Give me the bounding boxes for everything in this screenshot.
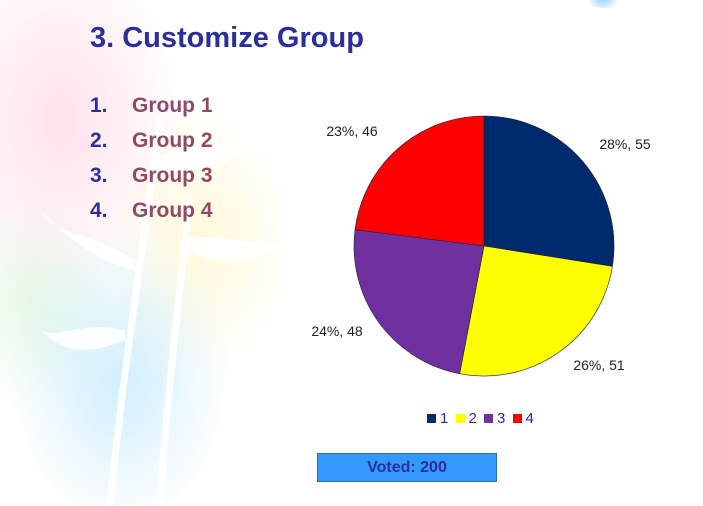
group-number: 3. (90, 164, 108, 187)
legend-label: 4 (525, 410, 534, 427)
group-list-item: 2. Group 2 (90, 126, 213, 161)
group-number: 2. (90, 129, 108, 152)
pie-slice-1 (483, 115, 615, 267)
group-number: 4. (90, 199, 108, 222)
data-label-3: 24%, 48 (311, 323, 363, 339)
group-label: Group 4 (132, 199, 213, 222)
pie-slice-4 (354, 115, 485, 247)
legend-item: 3 (484, 410, 505, 427)
corner-decoration (583, 0, 623, 8)
data-label-1: 28%, 55 (599, 136, 651, 152)
legend-swatch (455, 414, 465, 423)
voted-count-box: Voted: 200 (317, 453, 497, 482)
group-label: Group 2 (132, 129, 213, 152)
legend-item: 2 (455, 410, 477, 427)
legend-swatch (512, 414, 522, 423)
group-label: Group 1 (132, 94, 213, 117)
pie-slice-3 (353, 229, 485, 375)
bamboo-watermark (40, 116, 290, 506)
legend-item: 1 (427, 410, 448, 427)
legend-swatch (484, 414, 494, 423)
group-number: 1. (90, 94, 108, 117)
group-list-item: 4. Group 4 (90, 196, 213, 231)
group-label: Group 3 (132, 164, 213, 187)
group-list-item: 1. Group 1 (90, 91, 213, 126)
legend-item: 4 (512, 410, 534, 427)
legend-label: 1 (440, 410, 449, 427)
pie-slice-2 (459, 245, 613, 377)
data-label-4: 23%, 46 (326, 123, 378, 139)
legend-label: 2 (468, 410, 477, 427)
legend-swatch (427, 414, 436, 423)
group-list-item: 3. Group 3 (90, 161, 213, 196)
data-label-2: 26%, 51 (573, 357, 625, 373)
legend-label: 3 (497, 410, 506, 427)
group-list: 1. Group 1 2. Group 2 3. Group 3 4. Group 4 (90, 91, 213, 231)
slide-title: 3. Customize Group (90, 22, 364, 54)
chart-legend: 1 2 3 4 (427, 410, 537, 427)
